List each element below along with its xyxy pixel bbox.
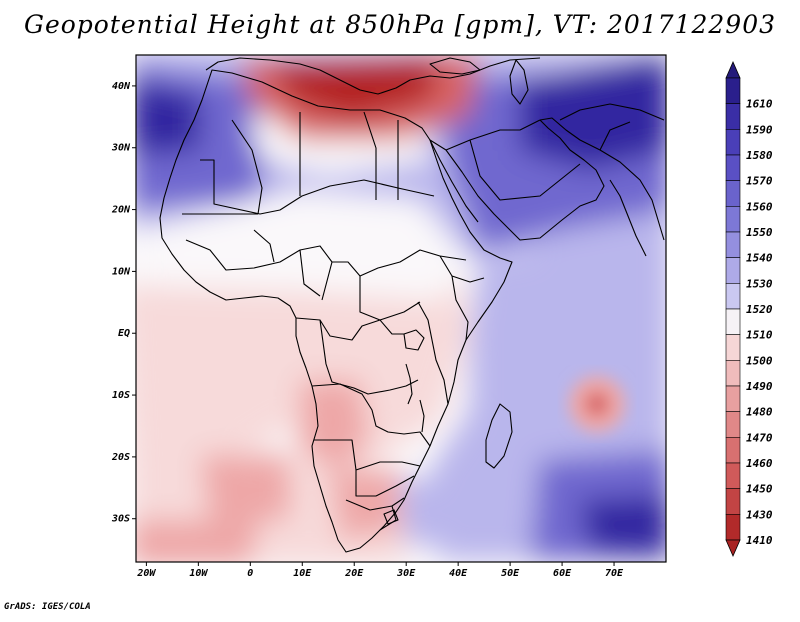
colorbar-label: 1550 [746, 226, 773, 239]
lon-tick-label: 30E [396, 568, 416, 579]
colorbar-swatch [725, 180, 741, 207]
lon-tick-label: 60E [553, 568, 572, 579]
lake-victoria [403, 329, 425, 351]
lat-tick-label: 40N [112, 81, 131, 92]
lon-tick-label: 70E [605, 568, 624, 579]
field-pink-blob-satl [200, 455, 290, 520]
colorbar-swatch [725, 385, 741, 412]
lon-tick-label: 20W [136, 568, 156, 579]
colorbar-label: 1460 [746, 457, 773, 470]
field-sahara-white [140, 190, 470, 300]
border-east [417, 301, 449, 405]
colorbar-label: 1560 [746, 200, 773, 213]
lat-tick-label: 20S [111, 452, 130, 463]
colorbar-label: 1590 [746, 123, 773, 136]
colorbar-top-arrow [725, 61, 741, 79]
grads-credit: GrADS: IGES/COLA [4, 602, 91, 612]
colorbar-swatch [725, 411, 741, 438]
colorbar-label: 1450 [746, 483, 773, 496]
border-sahel [253, 229, 421, 321]
black-sea [429, 57, 481, 75]
lake-malawi [419, 399, 425, 433]
persian-gulf-coast [539, 117, 665, 241]
red-sea [429, 139, 479, 223]
lat-tick-label: 10N [112, 266, 131, 277]
colorbar-label: 1610 [746, 98, 773, 111]
colorbar-label: 1580 [746, 149, 773, 162]
colorbar-label: 1540 [746, 252, 773, 265]
country-boundaries [159, 57, 665, 553]
lon-tick-label: 0 [247, 568, 253, 579]
colorbar-swatch [725, 308, 741, 335]
lesotho [383, 509, 399, 525]
border-south-2 [314, 439, 421, 497]
colorbar-swatch [725, 154, 741, 181]
map-axes: 40N 30N 20N 10N EQ 10S 20S 30S 20W 10W 0 10E 20E 30E 4… [111, 81, 624, 579]
arabia-coast [429, 119, 605, 241]
colorbar-label: 1530 [746, 277, 773, 290]
border-middle-east [445, 119, 581, 201]
lat-tick-label: 30N [111, 143, 131, 154]
colorbar-label: 1480 [746, 406, 773, 419]
colorbar-swatch [725, 437, 741, 464]
map-title: Geopotential Height at 850hPa [gpm], VT:… [23, 10, 777, 39]
india-coast [609, 179, 647, 257]
field-pink-southwest [136, 520, 260, 562]
lon-tick-label: 10W [189, 568, 208, 579]
colorbar-label: 1470 [746, 431, 773, 444]
border-north-3 [182, 119, 263, 215]
border-north-2 [299, 111, 399, 200]
lat-tick-label: EQ [118, 328, 130, 339]
lon-tick-label: 10E [293, 568, 312, 579]
colorbar-swatch [725, 488, 741, 515]
colorbar-label: 1410 [746, 534, 773, 547]
colorbar-bottom-arrow [725, 539, 741, 557]
border-horn [439, 255, 485, 341]
colorbar-label: 1500 [746, 354, 773, 367]
colorbar-swatch [725, 231, 741, 258]
lat-tick-label: 20N [111, 205, 131, 216]
colorbar-swatch [725, 103, 741, 130]
colorbar-label: 1510 [746, 329, 773, 342]
lat-tick-label: 30S [111, 514, 130, 525]
field-atlantic-dark [136, 81, 200, 155]
field-low-center [585, 392, 609, 416]
caspian-sea [509, 59, 529, 105]
madagascar [485, 403, 513, 469]
border-central [295, 317, 419, 395]
lon-tick-label: 20E [344, 568, 364, 579]
colorbar-swatch [725, 206, 741, 233]
border-asia [559, 103, 665, 151]
geopotential-field [136, 55, 666, 562]
colorbar-label: 1570 [746, 175, 773, 188]
colorbar-swatch [725, 283, 741, 310]
africa-coastline [159, 69, 513, 553]
colorbar-swatch [725, 360, 741, 387]
colorbar-swatch [725, 462, 741, 489]
lake-tanganyika [405, 363, 413, 405]
colorbar-swatch [725, 514, 741, 541]
lon-tick-label: 50E [501, 568, 520, 579]
colorbar-swatch [725, 129, 741, 156]
colorbar-label: 1430 [746, 508, 773, 521]
colorbar: 1610 1590 1580 1570 1560 1550 1540 1530 1520 1510… [725, 61, 773, 557]
colorbar-swatch [725, 257, 741, 284]
lon-tick-label: 40E [449, 568, 468, 579]
colorbar-label: 1490 [746, 380, 773, 393]
field-sa-east-light [400, 480, 460, 545]
field-sio-dark [580, 495, 666, 555]
plot-frame [135, 54, 667, 563]
border-north-1 [200, 159, 435, 215]
europe-coast [205, 57, 541, 95]
colorbar-swatch [725, 334, 741, 361]
border-south-1 [311, 383, 431, 447]
field-persia-dark [520, 55, 666, 170]
colorbar-label: 1520 [746, 303, 773, 316]
colorbar-swatch [725, 77, 741, 104]
field-pink-blob-sa2 [330, 470, 400, 540]
lat-tick-label: 10S [112, 390, 130, 401]
